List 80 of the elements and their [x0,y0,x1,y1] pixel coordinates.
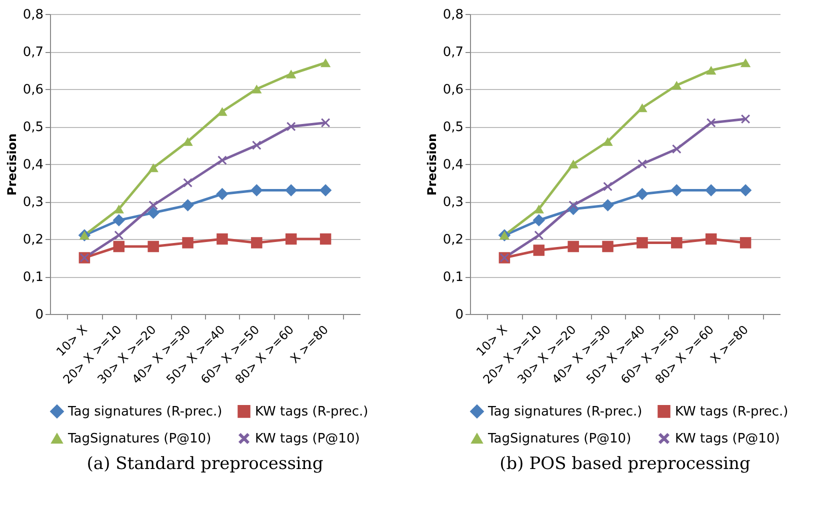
point [321,118,330,128]
legend-label: TagSignatures (P@10) [67,432,212,446]
point [148,240,159,252]
legend-label: KW tags (R-prec.) [675,404,788,420]
legend-label: KW tags (P@10) [675,432,780,446]
y-tick-label: 0,1 [442,270,464,285]
point [739,184,752,196]
point [704,184,718,196]
point [285,233,297,245]
point [182,137,193,146]
y-tick-label: 0,4 [22,158,44,172]
point [568,240,579,252]
point [252,140,262,150]
point [217,107,228,116]
point [568,160,578,168]
y-tick-label: 0,1 [22,270,44,285]
point [740,58,751,68]
y-tick-label: 0 [455,308,464,322]
y-tick-label: 0,8 [442,8,464,22]
y-tick-label: 0,7 [22,45,44,60]
point [602,240,614,252]
point [705,233,717,245]
y-tick-label: 0,5 [22,120,44,135]
point [251,237,262,248]
text: (b) POS based preprocessing [500,454,750,474]
point [319,184,332,196]
point [638,160,647,168]
point [534,204,544,214]
point [113,240,125,252]
point [636,237,648,248]
y-axis-title: Precision [424,133,439,196]
legend-label: KW tags (P@10) [255,432,360,446]
point [148,163,158,172]
point [250,184,263,196]
point [602,137,613,146]
y-tick-label: 0,2 [442,232,464,248]
point [148,200,158,210]
point [672,80,682,90]
point [182,199,194,212]
point [603,182,612,191]
legend-label: KW tags (R-prec.) [255,404,368,420]
point [284,184,298,196]
point [286,70,296,78]
point [114,204,124,214]
point [320,58,331,68]
point [636,188,648,200]
point [320,233,332,245]
y-tick-label: 0,3 [442,195,464,210]
y-tick-label: 0,6 [22,82,44,98]
text: (a) Standard preprocessing [86,454,324,474]
y-tick-label: 0,6 [442,82,464,98]
point [706,66,716,75]
point [182,237,194,248]
point [216,188,228,200]
point [602,199,614,212]
point [183,178,192,188]
point [147,206,160,219]
legend-label: TagSignatures (P@10) [487,432,632,446]
point [286,122,296,131]
y-tick-label: 0,3 [22,195,44,210]
legend-label: Tag signatures (R-prec.) [487,404,642,420]
y-tick-label: 0,5 [442,120,464,135]
point [532,214,546,226]
point [533,244,545,256]
point [671,237,682,248]
point [218,156,227,165]
y-tick-label: 0 [35,308,44,322]
point [741,114,750,124]
point [112,214,126,226]
point [740,237,752,248]
legend-label: Tag signatures (R-prec.) [67,404,222,420]
y-tick-label: 0,8 [22,8,44,22]
point [252,84,262,94]
point [637,103,648,112]
y-axis-title: Precision [4,133,19,196]
y-tick-label: 0,2 [22,232,44,248]
y-tick-label: 0,7 [442,45,464,60]
point [216,233,228,245]
y-tick-label: 0,4 [442,158,464,172]
point [670,184,683,196]
